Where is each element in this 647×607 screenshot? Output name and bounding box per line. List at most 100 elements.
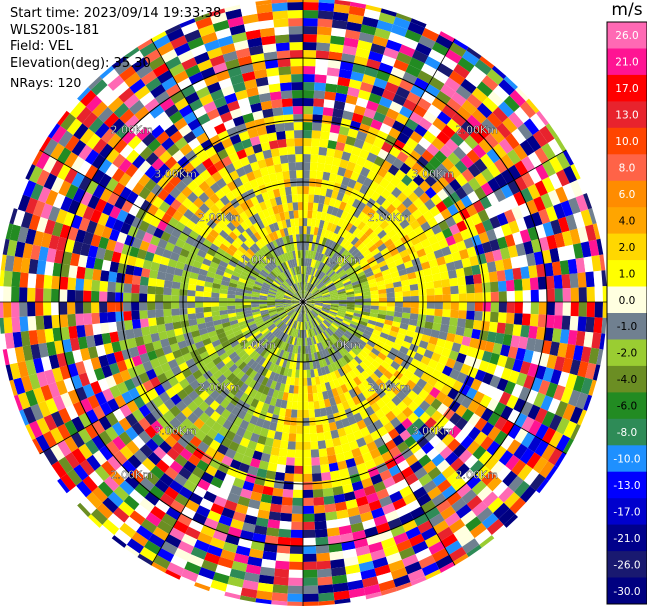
range-gate-cell [314, 293, 322, 298]
range-gate-cell [9, 379, 18, 396]
range-gate-cell [256, 468, 268, 479]
range-gate-cell [251, 328, 260, 335]
range-gate-cell [303, 290, 305, 298]
range-gate-cell [439, 446, 453, 460]
range-gate-cell [255, 278, 264, 285]
range-gate-cell [287, 202, 294, 212]
range-gate-cell [362, 308, 371, 313]
range-gate-cell [554, 302, 563, 316]
range-gate-cell [353, 105, 366, 116]
range-gate-cell [281, 333, 287, 342]
range-gate-cell [278, 146, 288, 156]
range-gate-cell [145, 223, 157, 236]
range-gate-cell [366, 323, 376, 330]
colorbar-segment [607, 207, 647, 235]
range-gate-cell [38, 246, 49, 262]
range-gate-cell [298, 290, 302, 299]
range-gate-cell [33, 357, 45, 374]
range-gate-cell [313, 98, 325, 108]
range-gate-cell [35, 434, 51, 452]
range-gate-cell [235, 311, 245, 317]
range-gate-cell [401, 285, 411, 292]
range-gate-cell [52, 395, 66, 411]
range-gate-cell [330, 307, 339, 312]
range-gate-cell [539, 461, 555, 479]
range-gate-cell [401, 144, 414, 157]
range-gate-cell [205, 464, 218, 477]
range-gate-cell [553, 203, 566, 220]
range-gate-cell [252, 532, 267, 543]
range-gate-cell [272, 355, 279, 365]
range-gate-cell [177, 49, 194, 64]
range-gate-cell [528, 325, 538, 339]
range-gate-cell [341, 365, 349, 375]
range-gate-cell [395, 213, 406, 224]
range-gate-cell [275, 171, 284, 181]
range-gate-cell [331, 302, 339, 304]
range-gate-cell [75, 361, 87, 375]
range-gate-cell [370, 305, 379, 310]
range-gate-cell [60, 113, 77, 131]
range-gate-cell [276, 290, 285, 295]
range-gate-cell [399, 79, 414, 92]
range-gate-cell [242, 429, 253, 441]
range-gate-cell [474, 292, 483, 302]
range-gate-cell [249, 245, 258, 254]
range-gate-cell [416, 248, 427, 258]
range-gate-cell [393, 59, 409, 72]
range-gate-cell [329, 324, 338, 332]
range-gate-cell [141, 326, 151, 337]
range-gate-cell [315, 316, 322, 324]
range-gate-cell [512, 358, 524, 373]
range-gate-cell [201, 434, 214, 447]
range-gate-cell [247, 153, 258, 164]
range-gate-cell [289, 545, 303, 554]
range-gate-cell [327, 231, 334, 240]
range-gate-cell [246, 171, 256, 182]
range-gate-cell [327, 535, 342, 545]
range-gate-cell [361, 311, 371, 317]
range-gate-cell [328, 336, 336, 345]
range-gate-cell [373, 481, 386, 493]
range-gate-cell [507, 164, 522, 180]
range-gate-cell [73, 464, 89, 481]
range-gate-cell [386, 297, 395, 302]
range-gate-cell [305, 282, 309, 291]
range-gate-cell [251, 304, 260, 308]
range-gate-cell [125, 149, 140, 164]
range-gate-cell [360, 281, 369, 287]
range-gate-cell [229, 134, 242, 145]
range-gate-cell [107, 75, 125, 91]
range-gate-cell [262, 208, 270, 218]
range-gate-cell [174, 547, 191, 562]
range-gate-cell [268, 289, 277, 294]
range-gate-cell [284, 351, 290, 360]
range-gate-cell [119, 144, 134, 159]
range-gate-cell [322, 307, 330, 311]
range-gate-cell [243, 310, 253, 315]
range-gate-cell [80, 497, 97, 515]
range-gate-cell [169, 405, 182, 418]
range-gate-cell [361, 451, 373, 463]
range-gate-cell [192, 79, 207, 92]
range-gate-cell [64, 238, 75, 253]
range-gate-cell [181, 84, 196, 98]
range-gate-cell [196, 279, 206, 287]
range-gate-cell [304, 329, 307, 338]
range-gate-cell [199, 244, 210, 253]
range-gate-cell [138, 430, 152, 444]
range-gate-cell [338, 295, 347, 299]
range-gate-cell [28, 420, 43, 439]
range-gate-cell [405, 473, 419, 486]
range-gate-cell [312, 473, 322, 482]
range-gate-cell [424, 393, 436, 406]
range-gate-cell [383, 238, 394, 248]
range-gate-cell [362, 358, 372, 368]
range-gate-cell [206, 164, 218, 176]
range-gate-cell [260, 327, 269, 335]
range-gate-cell [301, 290, 303, 298]
range-gate-cell [287, 593, 303, 602]
range-gate-cell [273, 318, 282, 325]
range-gate-cell [182, 352, 193, 362]
range-gate-cell [480, 153, 494, 168]
